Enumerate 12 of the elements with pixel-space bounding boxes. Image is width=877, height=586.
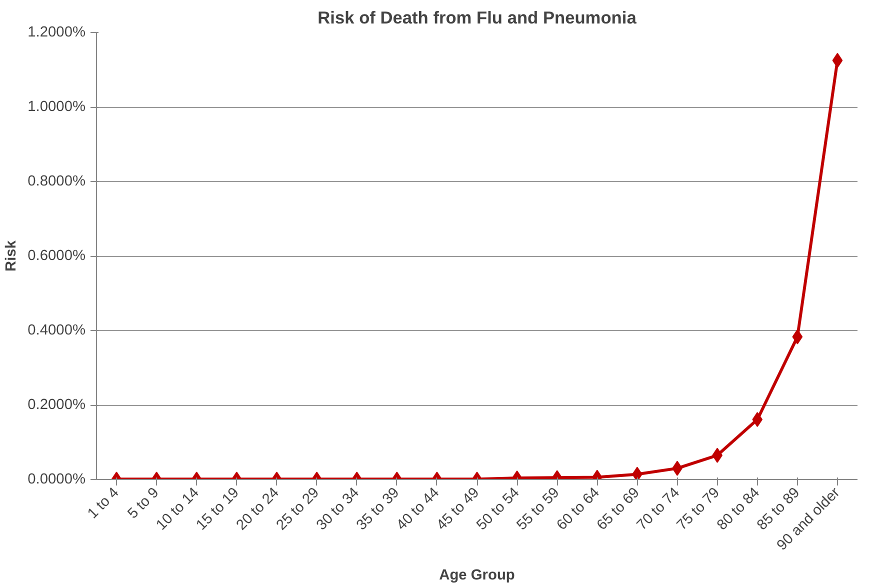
x-axis-title: Age Group [439, 567, 515, 584]
y-tick-label: 1.2000% [28, 24, 86, 40]
y-axis-title: Risk [4, 240, 20, 272]
y-tick-label: 0.8000% [28, 174, 86, 190]
point [832, 52, 843, 68]
y-tick-label: 1.0000% [28, 99, 86, 115]
x-tick-label: 1 to 4 [84, 484, 122, 522]
y-tick-label: 0.2000% [28, 397, 86, 413]
chart-title: Risk of Death from Flu and Pneumonia [318, 8, 637, 28]
y-tick-label: 0.6000% [28, 248, 86, 264]
y-tick-label: 0.0000% [28, 472, 86, 488]
y-tick-label: 0.4000% [28, 322, 86, 338]
